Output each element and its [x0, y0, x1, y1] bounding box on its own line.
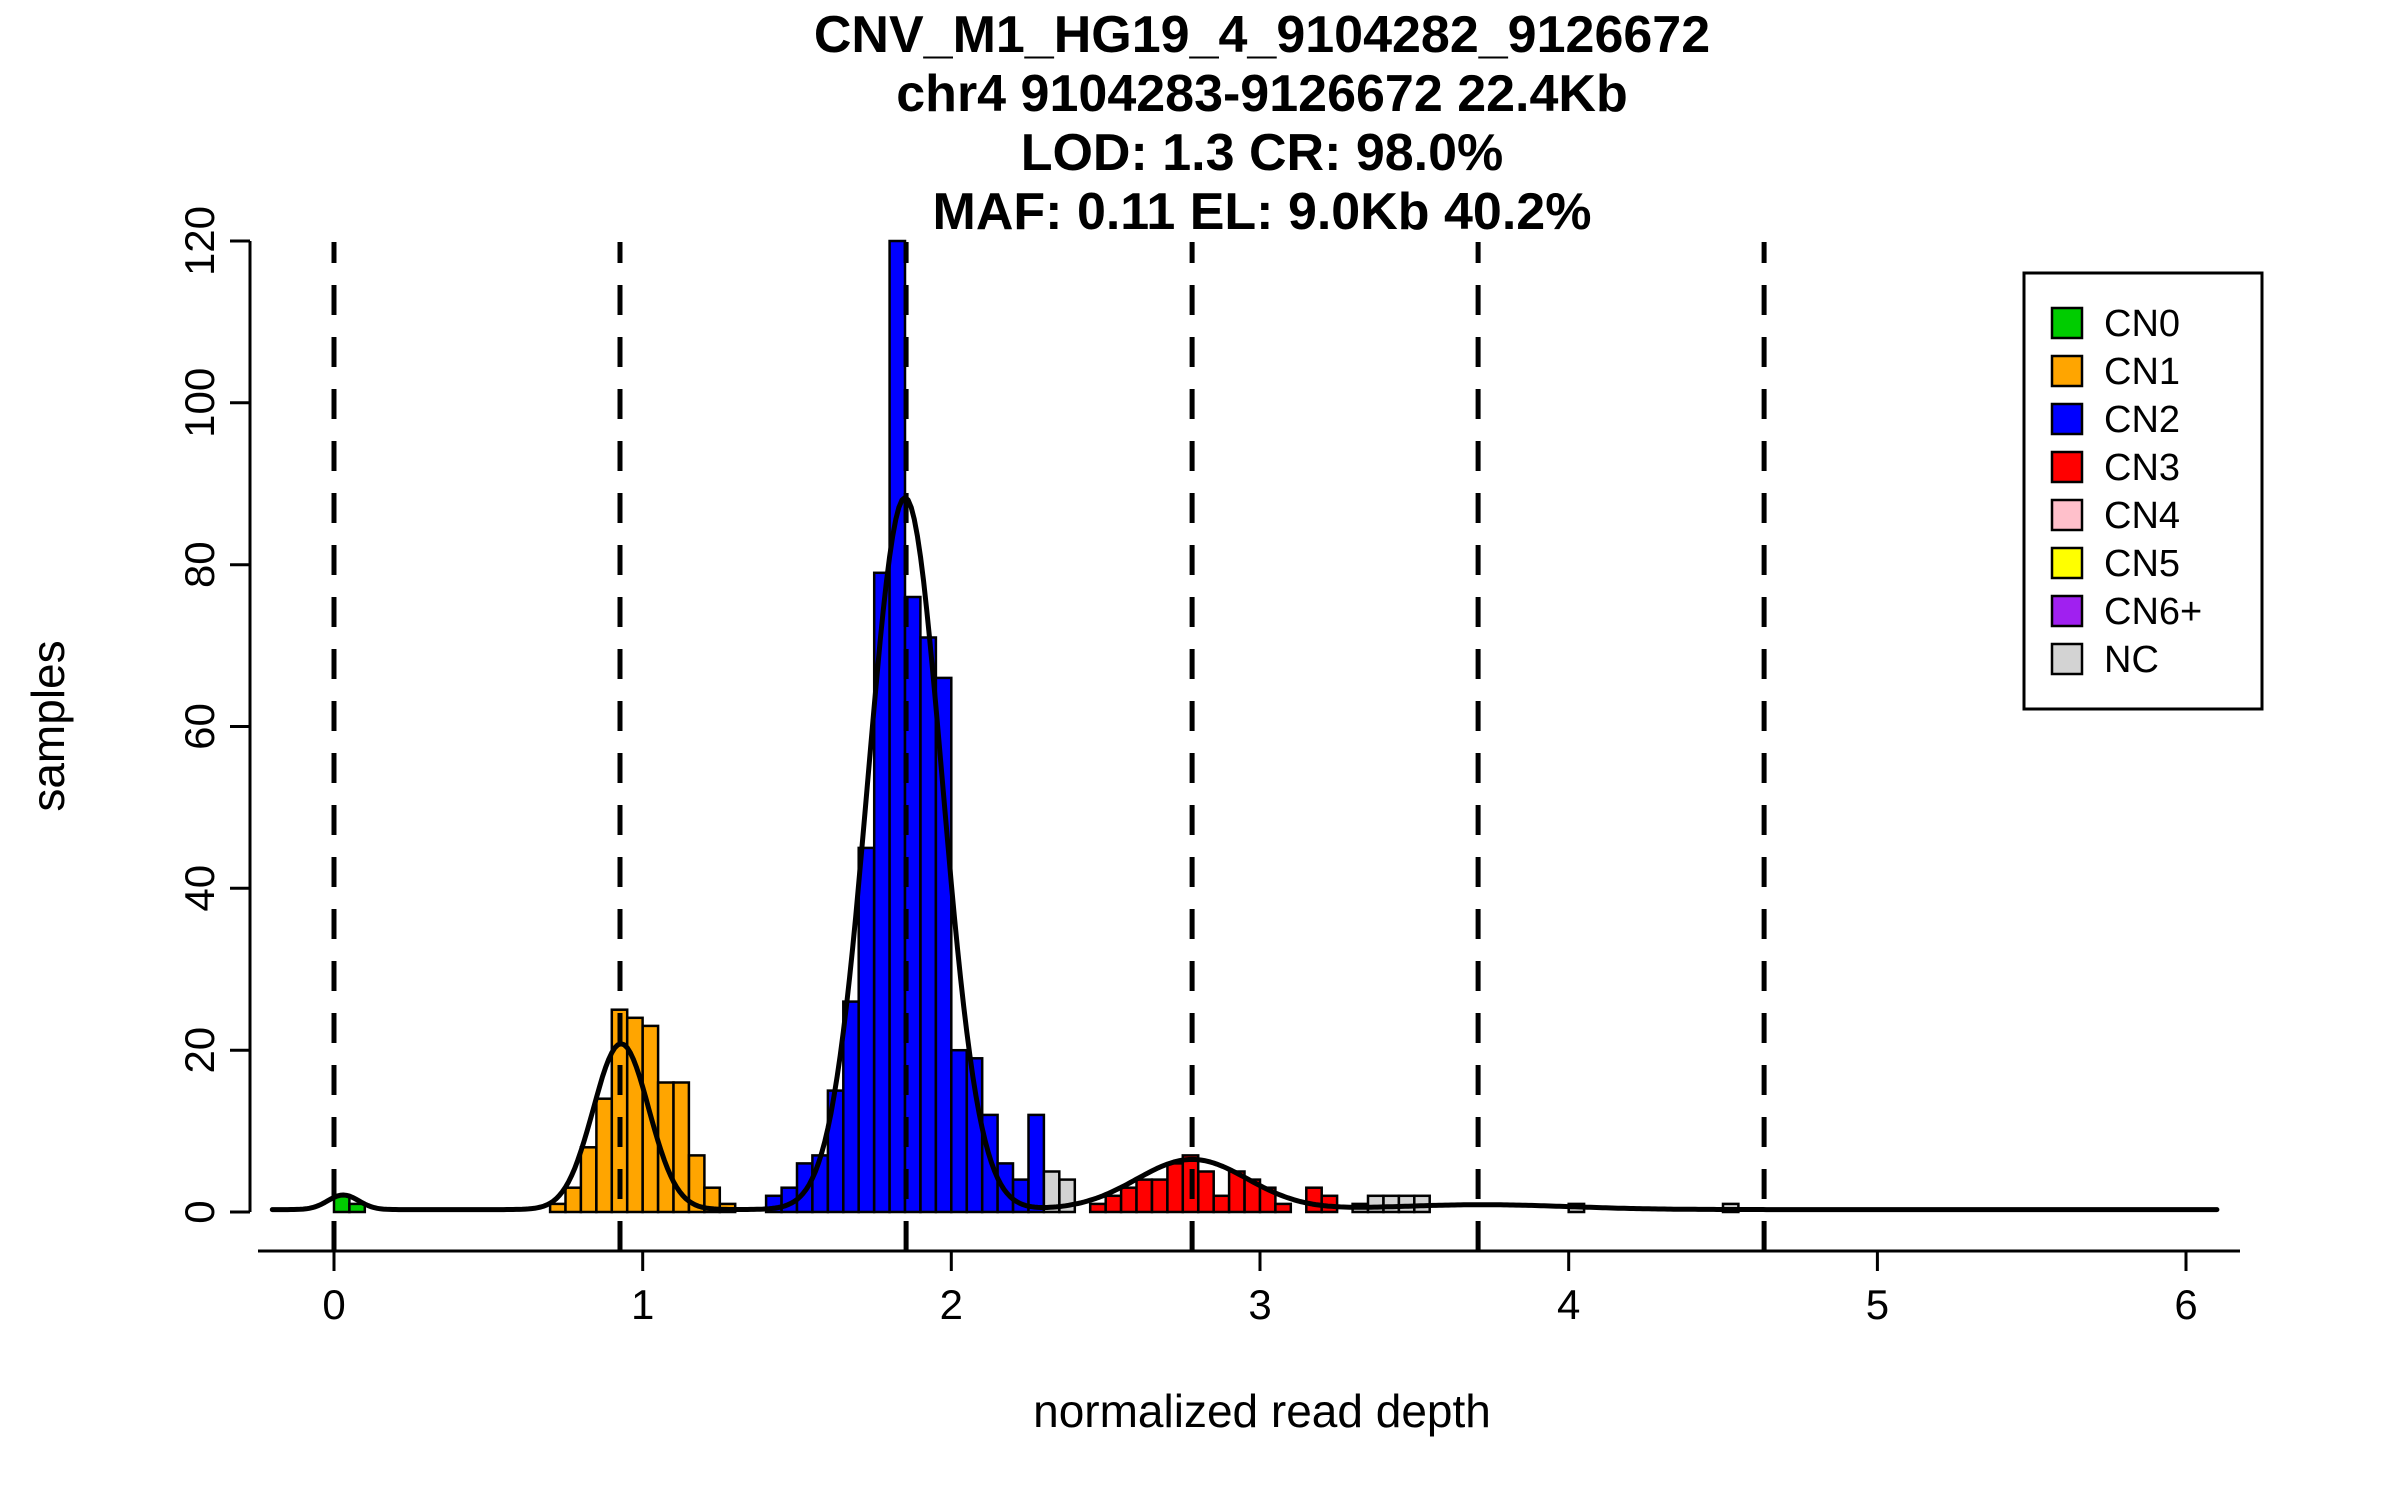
legend-swatch-cn1	[2050, 354, 2084, 388]
legend-label: CN5	[2104, 543, 2180, 585]
y-tick-label: 100	[176, 368, 223, 438]
chart-title-line-4: MAF: 0.11 EL: 9.0Kb 40.2%	[932, 183, 1592, 241]
legend-swatch-cn4	[2050, 498, 2084, 532]
histogram-bar-cn3	[1135, 1178, 1154, 1214]
legend-swatch-cn5	[2050, 546, 2084, 580]
histogram-bar-cn1	[687, 1154, 706, 1214]
density-curve	[269, 495, 2220, 1213]
legend-label: CN4	[2104, 495, 2180, 537]
y-tick-label: 60	[176, 703, 223, 750]
histogram-bar-cn2	[950, 1048, 968, 1214]
histogram-bar-cn2	[857, 846, 876, 1214]
histogram-bar-cn2	[888, 239, 907, 1214]
histogram-bar-cn2	[919, 636, 938, 1214]
histogram-bar-cn1	[595, 1097, 614, 1214]
y-tick-label: 0	[176, 1200, 223, 1223]
chart-title-line-2: chr4 9104283-9126672 22.4Kb	[896, 65, 1628, 123]
y-axis-label: samples	[22, 640, 74, 812]
legend-label: CN3	[2104, 447, 2180, 489]
histogram-bar-cn3	[1305, 1186, 1323, 1214]
legend-box	[2022, 271, 2264, 711]
legend-swatch-cn3	[2050, 450, 2084, 484]
histogram-bar-cn1	[548, 1202, 567, 1214]
x-tick-label: 6	[2174, 1281, 2197, 1328]
legend-label: CN2	[2104, 399, 2180, 441]
y-tick-label: 80	[176, 541, 223, 588]
histogram-bar-cn3	[1104, 1194, 1123, 1214]
y-tick-label: 120	[176, 206, 223, 276]
legend-swatch-cn2	[2050, 402, 2084, 436]
legend-swatch-nc	[2050, 642, 2084, 676]
histogram-bar-cn3	[1274, 1202, 1293, 1214]
x-tick-label: 4	[1557, 1281, 1580, 1328]
histogram-bar-cn0	[348, 1202, 367, 1214]
y-tick-label: 40	[176, 865, 223, 912]
chart-title-line-3: LOD: 1.3 CR: 98.0%	[1020, 124, 1504, 182]
histogram-bar-cn3	[1197, 1170, 1215, 1214]
histogram-bar-cn3	[1088, 1202, 1107, 1214]
x-tick-label: 2	[940, 1281, 963, 1328]
x-axis-label: normalized read depth	[1033, 1385, 1491, 1437]
chart-title: CNV_M1_HG19_4_9104282_9126672 chr4 91042…	[162, 6, 2362, 242]
legend-label: CN1	[2104, 351, 2180, 393]
histogram-bar-cn1	[579, 1146, 598, 1214]
legend-swatch-cn0	[2050, 306, 2084, 340]
x-tick-label: 0	[322, 1281, 345, 1328]
histogram-bar-cn1	[672, 1081, 691, 1214]
x-tick-label: 5	[1866, 1281, 1889, 1328]
histogram-bar-cn3	[1150, 1178, 1169, 1214]
histogram-bar-nc	[1382, 1194, 1401, 1214]
chart-title-line-1: CNV_M1_HG19_4_9104282_9126672	[813, 6, 1711, 64]
legend-label: CN0	[2104, 303, 2180, 345]
histogram-bar-cn2	[1027, 1113, 1046, 1214]
histogram-bar-cn1	[564, 1186, 583, 1214]
histogram-bar-cn3	[1212, 1194, 1231, 1214]
histogram-bar-cn3	[1166, 1162, 1185, 1214]
x-tick-label: 1	[631, 1281, 654, 1328]
histogram-bar-cn3	[1119, 1186, 1138, 1214]
y-tick-label: 20	[176, 1027, 223, 1074]
legend-swatch-cn6plus	[2050, 594, 2084, 628]
legend-label: NC	[2104, 639, 2159, 681]
legend-label: CN6+	[2104, 591, 2202, 633]
x-tick-label: 3	[1248, 1281, 1271, 1328]
